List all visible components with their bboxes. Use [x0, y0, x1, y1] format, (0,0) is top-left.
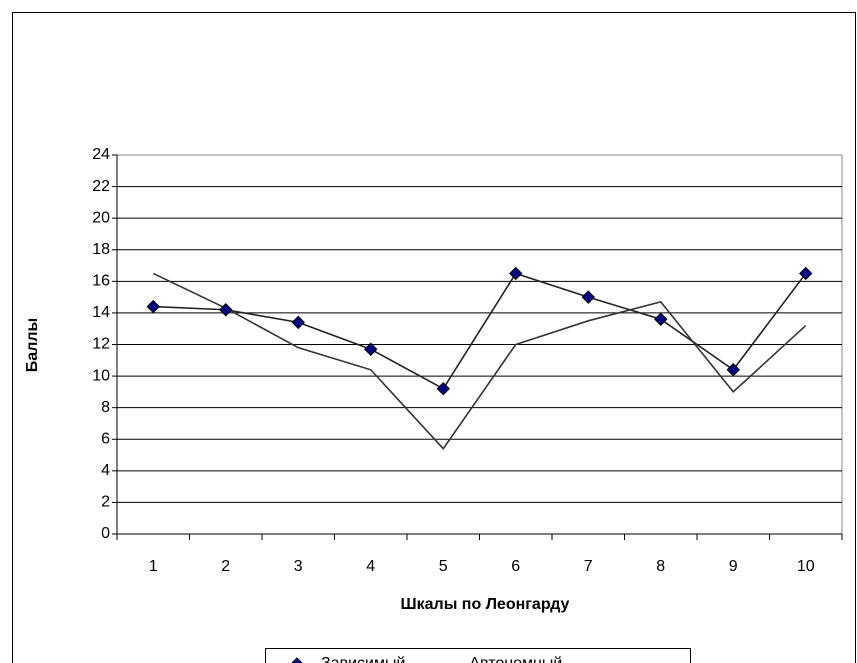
- y-tick-label: 18: [92, 241, 110, 258]
- marker: [726, 363, 740, 377]
- marker: [799, 266, 813, 281]
- x-tick-label: 10: [797, 558, 815, 575]
- marker: [219, 303, 233, 317]
- marker: [364, 342, 378, 356]
- x-tick-label: 9: [729, 558, 738, 575]
- x-tick-label: 4: [366, 558, 375, 575]
- x-tick-label: 7: [584, 558, 593, 575]
- marker: [654, 312, 668, 326]
- chart-border: [12, 12, 856, 663]
- legend-label: Автономный: [469, 655, 562, 663]
- x-tick-label: 5: [439, 558, 448, 575]
- series-line: [153, 272, 807, 390]
- marker: [146, 299, 160, 314]
- y-tick-label: 8: [101, 399, 110, 416]
- y-tick-label: 14: [92, 304, 110, 321]
- y-tick-label: 6: [101, 430, 110, 447]
- legend-marker: [291, 657, 303, 663]
- y-tick-label: 24: [92, 146, 110, 163]
- y-tick-label: 22: [92, 178, 110, 195]
- marker: [581, 290, 595, 304]
- series-line: [152, 272, 807, 451]
- y-tick-label: 12: [92, 336, 110, 353]
- marker: [436, 382, 450, 396]
- x-tick-label: 2: [221, 558, 230, 575]
- y-tick-label: 10: [92, 367, 110, 384]
- y-tick-label: 0: [101, 525, 110, 542]
- y-tick-label: 20: [92, 209, 110, 226]
- y-tick-label: 2: [101, 494, 110, 511]
- y-tick-label: 4: [101, 462, 110, 479]
- x-axis-label: Шкалы по Леонгарду: [401, 596, 570, 613]
- x-tick-label: 1: [149, 558, 158, 575]
- y-tick-label: 16: [92, 273, 110, 290]
- y-axis-label: Баллы: [24, 318, 41, 372]
- x-tick-label: 6: [511, 558, 520, 575]
- marker: [509, 266, 523, 281]
- legend-box: [265, 648, 691, 663]
- marker: [291, 315, 305, 330]
- x-tick-label: 3: [294, 558, 303, 575]
- legend-label: Зависимый: [321, 655, 405, 663]
- x-tick-label: 8: [656, 558, 665, 575]
